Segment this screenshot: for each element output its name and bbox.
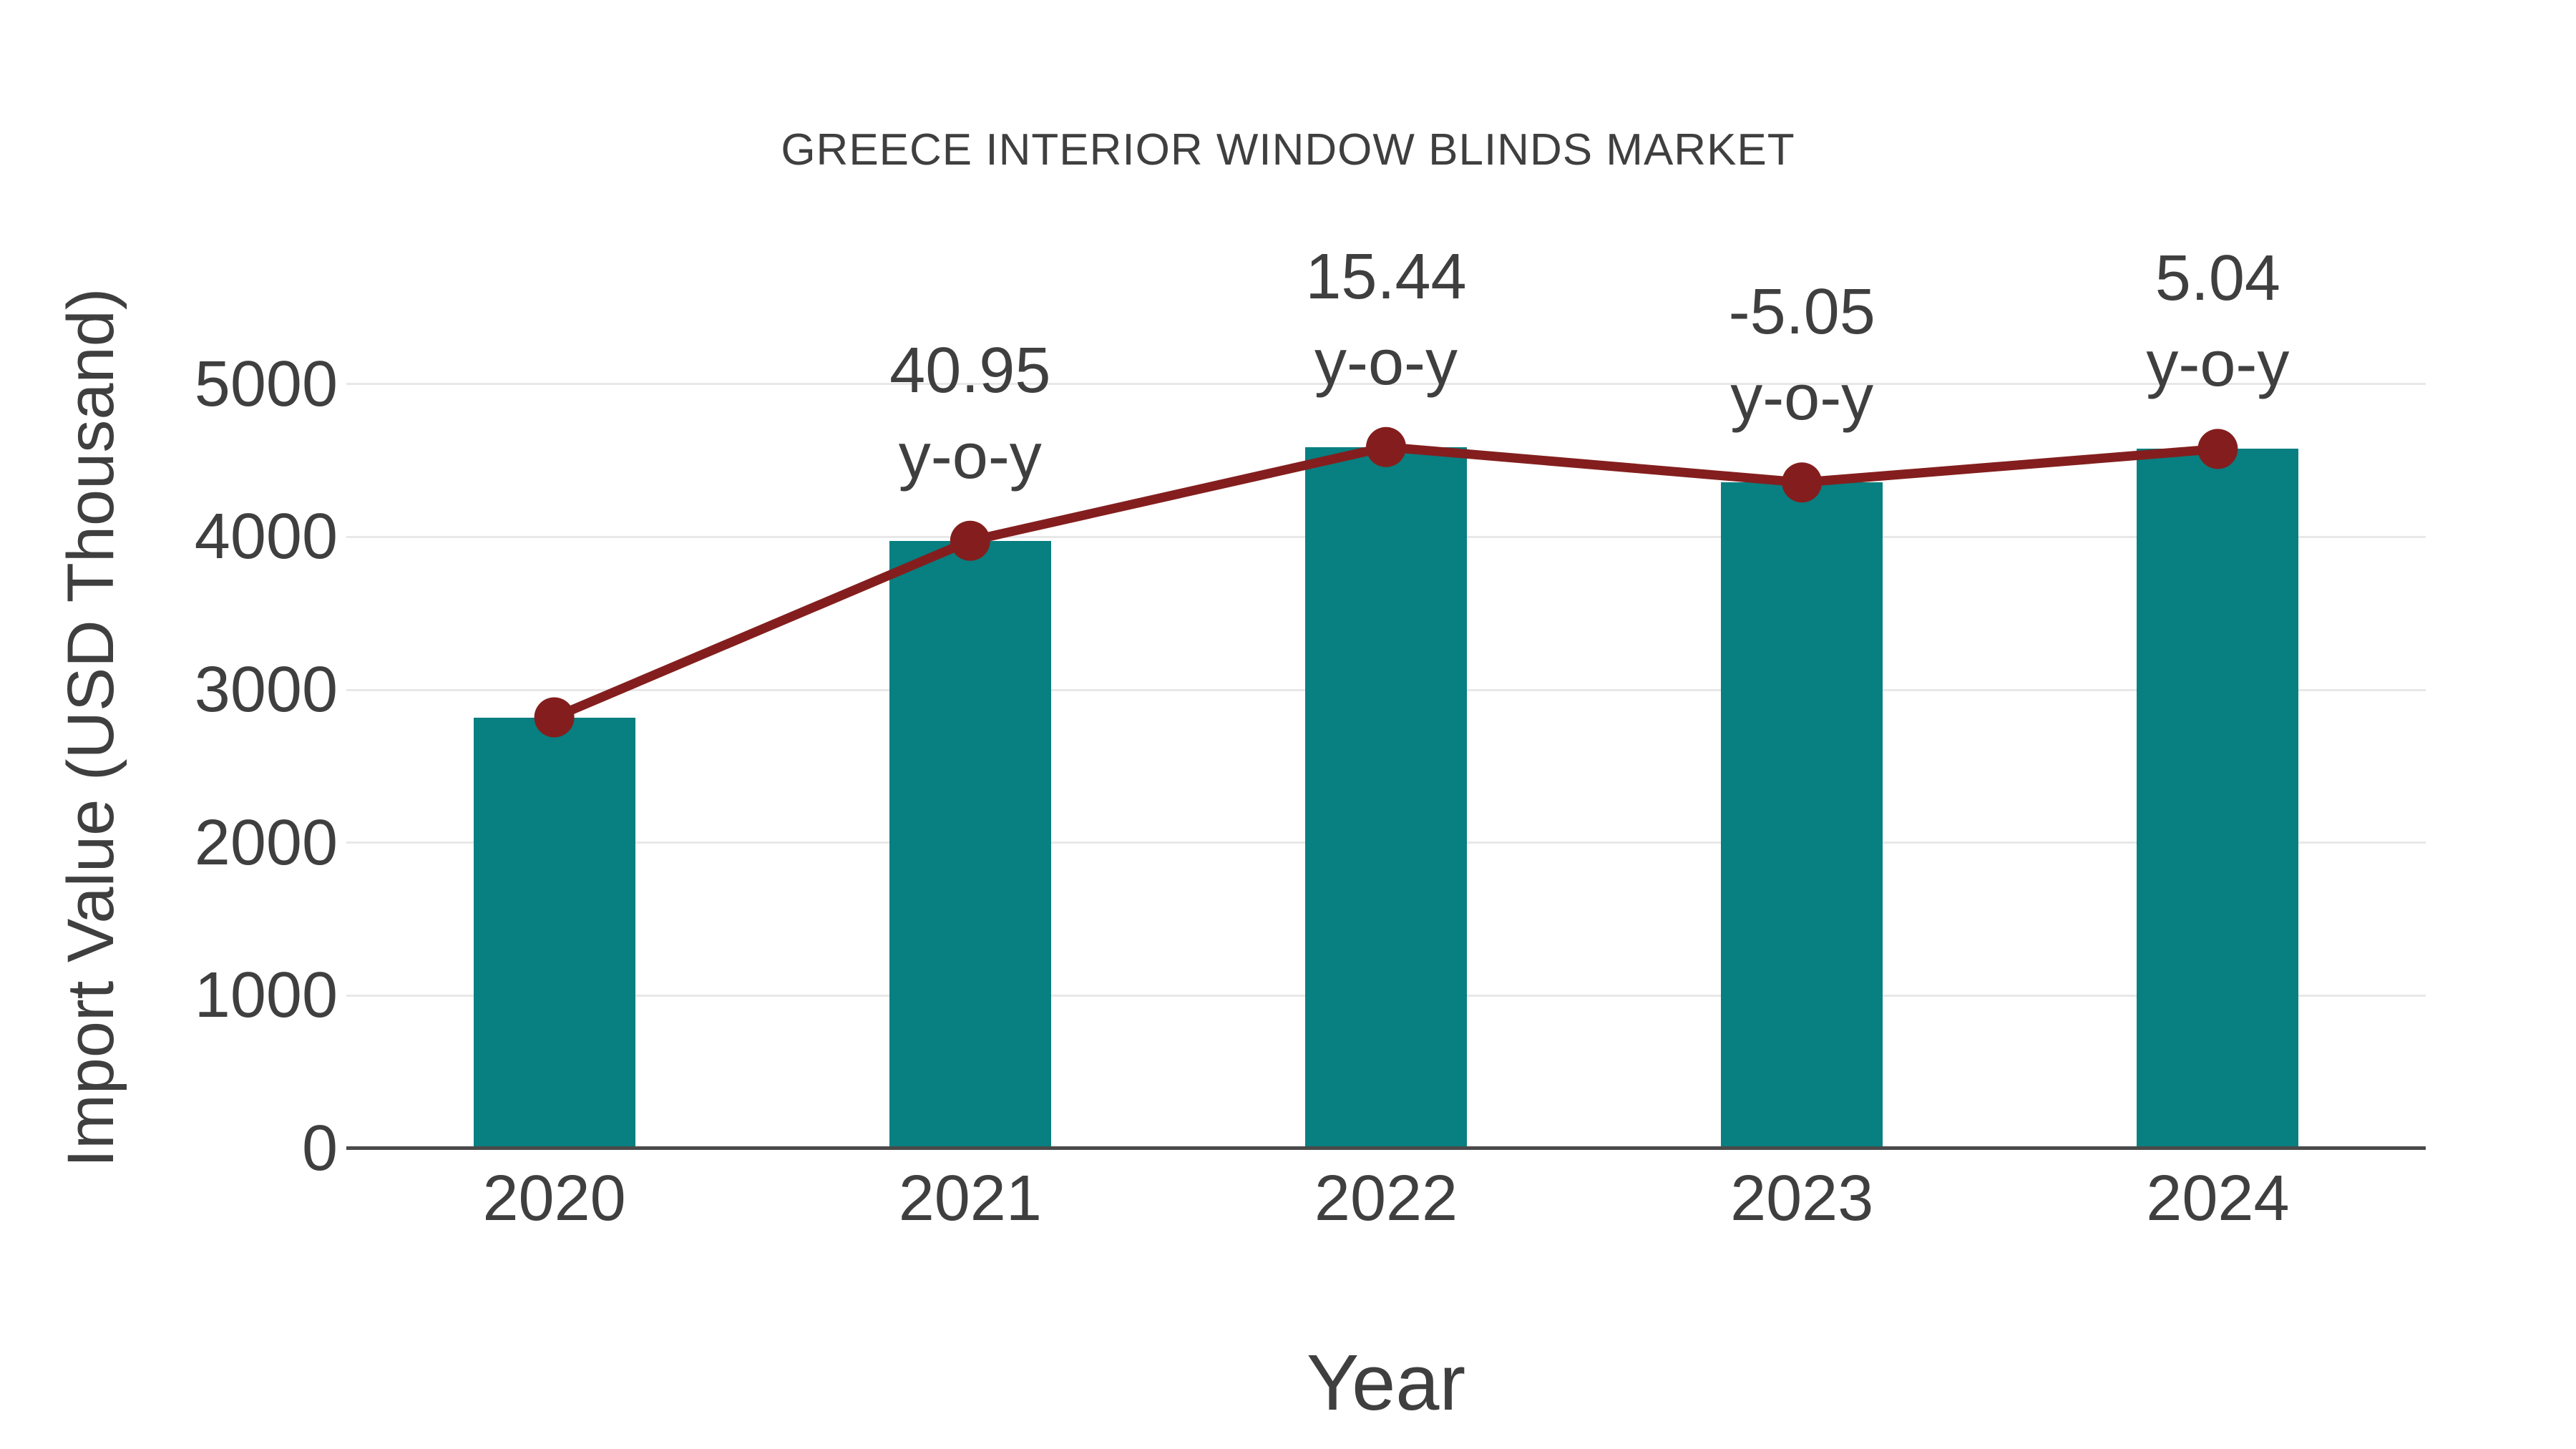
annotation-value: 40.95: [889, 334, 1051, 406]
x-tick-label-2020: 2020: [482, 1163, 626, 1234]
annotation-value: -5.05: [1728, 276, 1875, 348]
y-tick-label-2000: 2000: [194, 806, 338, 879]
line-marker-2020: [534, 697, 575, 738]
annotation-suffix: y-o-y: [2146, 328, 2290, 401]
annotation-value: 15.44: [1305, 240, 1467, 313]
annotation-2022: 15.44 y-o-y: [1157, 234, 1615, 406]
y-tick-label-3000: 3000: [194, 654, 338, 726]
annotation-2023: -5.05 y-o-y: [1573, 269, 2031, 441]
x-tick-label-2024: 2024: [2146, 1163, 2290, 1234]
annotation-value: 5.04: [2155, 243, 2280, 315]
line-marker-2023: [1782, 462, 1823, 503]
annotation-suffix: y-o-y: [1314, 326, 1458, 399]
y-tick-label-1000: 1000: [194, 960, 338, 1032]
gridline-5000: [346, 383, 2426, 386]
line-marker-2021: [950, 520, 990, 561]
bar-2023: [1721, 482, 1883, 1148]
x-tick-label-2022: 2022: [1314, 1163, 1458, 1234]
x-tick-label-2021: 2021: [898, 1163, 1042, 1234]
bar-2022: [1305, 447, 1467, 1148]
y-tick-label-0: 0: [301, 1113, 338, 1184]
annotation-2024: 5.04 y-o-y: [1989, 235, 2446, 407]
bar-2020: [473, 717, 635, 1148]
annotation-suffix: y-o-y: [898, 420, 1042, 492]
line-series: [534, 426, 2238, 738]
x-tick-label-2023: 2023: [1730, 1163, 1874, 1234]
y-tick-label-5000: 5000: [194, 348, 338, 420]
plot-area: [346, 308, 2426, 1150]
annotation-suffix: y-o-y: [1730, 362, 1874, 434]
y-axis-label-text: Import Value (USD Thousand): [54, 288, 127, 1168]
bar-2024: [2137, 449, 2299, 1148]
y-tick-label-4000: 4000: [194, 501, 338, 573]
line-marker-2024: [2197, 429, 2238, 469]
x-axis-label: Year: [1306, 1339, 1466, 1427]
x-axis-line: [346, 1146, 2426, 1150]
annotation-2021: 40.95 y-o-y: [741, 328, 1199, 499]
line-marker-2022: [1366, 426, 1406, 467]
bar-2021: [889, 540, 1051, 1148]
chart-title: GREECE INTERIOR WINDOW BLINDS MARKET: [781, 125, 1795, 175]
